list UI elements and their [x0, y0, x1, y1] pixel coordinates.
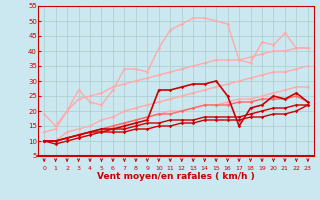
X-axis label: Vent moyen/en rafales ( km/h ): Vent moyen/en rafales ( km/h )	[97, 172, 255, 181]
